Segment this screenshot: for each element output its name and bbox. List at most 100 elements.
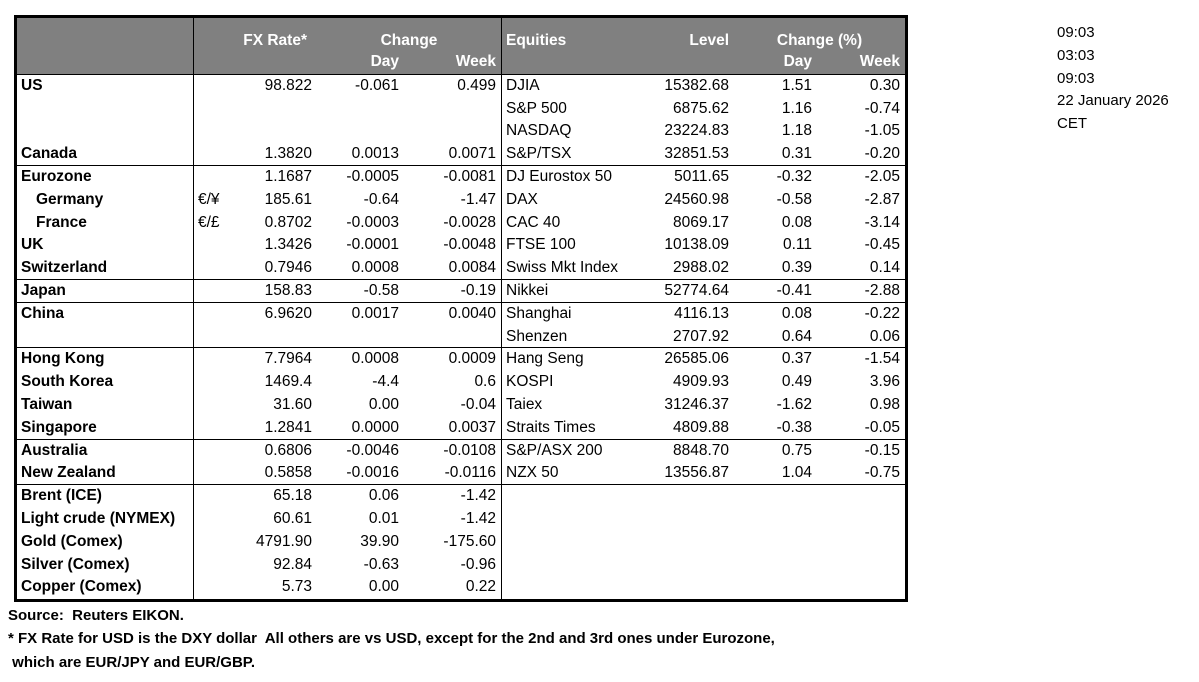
fx-week-change-cell: -1.42 [404, 507, 502, 531]
fx-week-change-cell: 0.22 [404, 576, 502, 600]
equity-level-cell: 23224.83 [664, 122, 729, 140]
equity-week-change-cell: -0.75 [864, 464, 900, 482]
country-label-cell: Singapore [17, 416, 194, 440]
fx-rate-cell: 0.8702 [264, 213, 312, 231]
currency-pair-cell [194, 440, 224, 463]
equity-index-cell: Nikkei [506, 281, 549, 299]
equity-level-cell: 4116.13 [674, 304, 729, 322]
fx-day-change-cell: 0.0017 [351, 304, 399, 322]
equity-index-cell: KOSPI [506, 373, 554, 391]
equity-level-cell: 15382.68 [664, 76, 729, 94]
equity-day-change-cell: 0.08 [781, 304, 812, 322]
country-label-cell: Silver (Comex) [17, 553, 194, 577]
equity-index-cell: FTSE 100 [506, 236, 576, 254]
fx-rate-cell: 60.61 [273, 509, 312, 527]
equity-week-change-cell: -1.54 [864, 350, 900, 368]
country-label-cell: US [17, 74, 194, 98]
fx-rate-cell [224, 120, 317, 143]
currency-pair-cell [194, 371, 224, 394]
equity-level-cell: 6875.62 [672, 99, 729, 117]
fx-week-change-cell: 0.0084 [404, 257, 502, 280]
equity-week-change-cell [817, 531, 905, 554]
table-row: Singapore 1.2841 0.0000 0.0037 Straits T… [17, 416, 905, 440]
fx-rate-cell: 185.61 [264, 190, 312, 208]
equity-week-change-cell: 0.14 [869, 259, 900, 277]
equity-level-cell: 52774.64 [664, 281, 729, 299]
equity-week-change-cell: 0.30 [869, 76, 900, 94]
header-level-spacer [649, 51, 734, 74]
country-label-cell: Hong Kong [17, 348, 194, 372]
equity-level-cell: 4809.88 [672, 418, 729, 436]
equities-header: Equities [506, 32, 567, 49]
country-label-cell [17, 97, 194, 121]
equity-index-cell [502, 554, 649, 577]
fx-week-change-cell: -0.0048 [404, 234, 502, 258]
equity-level-cell [649, 576, 734, 599]
equity-level-cell: 24560.98 [664, 190, 729, 208]
equity-week-change-cell: -2.88 [864, 281, 900, 299]
fx-rate-cell: 1.2841 [264, 418, 312, 436]
fx-day-change-cell [317, 120, 404, 143]
currency-pair-cell [194, 326, 224, 349]
country-label-cell [17, 325, 194, 349]
country-label-cell: Copper (Comex) [17, 576, 194, 600]
table-row: Gold (Comex) 4791.90 39.90 -175.60 [17, 530, 905, 554]
timestamp-line: 09:03 [1057, 24, 1095, 41]
currency-pair-cell [194, 234, 224, 257]
footnote-line-2: which are EUR/JPY and EUR/GBP. [8, 653, 256, 671]
fx-day-change-cell: -0.0005 [346, 167, 399, 185]
fx-week-change-cell: 0.6 [404, 371, 502, 394]
fx-day-change-cell [317, 326, 404, 349]
fx-day-change-cell: 0.01 [368, 509, 399, 527]
table-row: France €/£ 0.8702 -0.0003 -0.0028 CAC 40… [17, 211, 905, 235]
currency-pair-cell [194, 257, 224, 280]
equity-level-cell: 8069.17 [672, 213, 729, 231]
footnote-line-1: * FX Rate for USD is the DXY dollar All … [8, 630, 775, 648]
header-eq-spacer [502, 51, 649, 74]
table-row: S&P 500 6875.62 1.16 -0.74 [17, 97, 905, 121]
equity-day-change-cell [734, 508, 817, 531]
currency-pair-cell [194, 576, 224, 599]
equity-week-change-cell: -3.14 [864, 213, 900, 231]
equity-index-cell [502, 485, 649, 508]
currency-pair-cell [194, 485, 224, 508]
equity-day-change-cell: 0.31 [781, 145, 812, 163]
country-label-cell: New Zealand [17, 462, 194, 486]
fx-rate-cell: 1.1687 [264, 167, 312, 185]
equity-day-change-cell: 1.16 [781, 99, 812, 117]
timestamp-block: 09:03 03:03 09:03 22 January 2026 CET [1057, 22, 1169, 136]
fx-rate-cell: 1.3820 [264, 145, 312, 163]
fx-rate-cell [224, 326, 317, 349]
fx-rate-cell: 0.5858 [264, 464, 312, 482]
currency-pair-cell [194, 166, 224, 189]
fx-week-change-cell: -1.47 [404, 188, 502, 212]
currency-pair-cell [194, 417, 224, 440]
fx-week-change-cell: -0.0081 [404, 165, 502, 189]
equity-index-cell [502, 531, 649, 554]
table-row: China 6.9620 0.0017 0.0040 Shanghai 4116… [17, 302, 905, 326]
table-row: UK 1.3426 -0.0001 -0.0048 FTSE 100 10138… [17, 234, 905, 258]
fx-week-change-cell: 0.0071 [404, 143, 502, 166]
equity-level-cell [649, 508, 734, 531]
fx-day-change-cell: -0.64 [363, 190, 399, 208]
equity-index-cell: Hang Seng [506, 350, 584, 368]
country-label-cell: France [17, 211, 194, 235]
fx-day-change-cell: 0.0008 [351, 259, 399, 277]
level-header: Level [689, 32, 729, 49]
header-label-spacer [17, 51, 194, 74]
equity-day-change-cell: -0.32 [776, 167, 812, 185]
fx-week-change-cell: -0.19 [404, 279, 502, 303]
equity-level-cell: 31246.37 [664, 395, 729, 413]
equity-week-change-cell: 3.96 [869, 373, 900, 391]
footer: Source: Reuters EIKON. * FX Rate for USD… [8, 604, 775, 674]
equity-week-change-cell: -0.45 [864, 236, 900, 254]
fx-day-change-cell: -0.0003 [346, 213, 399, 231]
fx-week-header: Week [404, 51, 502, 74]
equity-index-cell: Taiex [506, 395, 543, 413]
equity-day-change-cell: 0.49 [781, 373, 812, 391]
equity-level-cell [649, 485, 734, 508]
source-line: Source: Reuters EIKON. [8, 607, 184, 624]
table-row: Light crude (NYMEX) 60.61 0.01 -1.42 [17, 507, 905, 531]
fx-week-change-cell: -0.04 [404, 393, 502, 417]
currency-pair-cell [194, 348, 224, 371]
